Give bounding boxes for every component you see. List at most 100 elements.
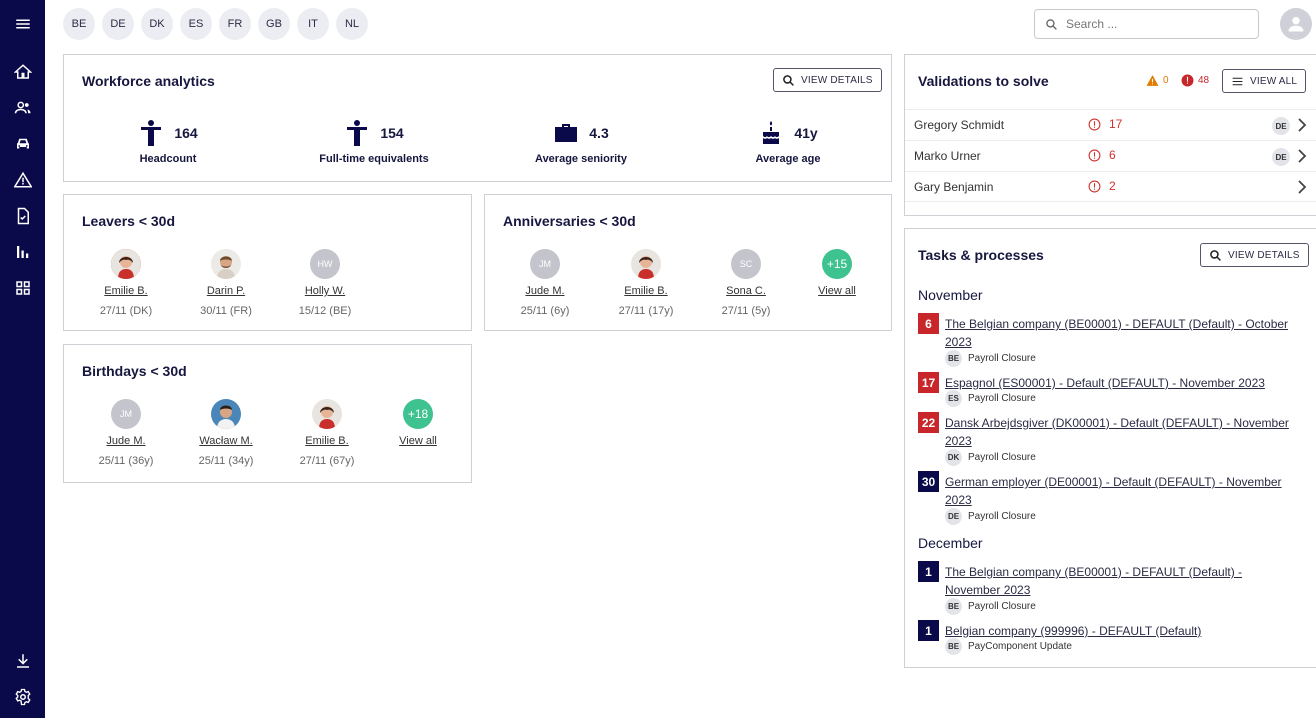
list-icon bbox=[1232, 77, 1243, 85]
briefcase-icon bbox=[555, 124, 578, 142]
leaver-person: HW Holly W. 15/12 (BE) bbox=[275, 249, 375, 317]
task-title-link[interactable]: German employer (DE00001) - Default (DEF… bbox=[945, 475, 1282, 507]
error-indicator: 2 bbox=[1088, 179, 1116, 193]
validation-row[interactable]: Gregory Schmidt 17 DE bbox=[905, 109, 1316, 140]
workforce-view-details-button[interactable]: VIEW DETAILS bbox=[773, 68, 882, 92]
month-heading: November bbox=[918, 287, 983, 303]
car-icon[interactable] bbox=[0, 126, 45, 162]
person-name-link[interactable]: Jude M. bbox=[525, 285, 565, 297]
task-title-link[interactable]: Espagnol (ES00001) - Default (DEFAULT) -… bbox=[945, 376, 1265, 390]
country-chip[interactable]: GB bbox=[258, 8, 290, 40]
task-type: Payroll Closure bbox=[968, 353, 1036, 364]
warning-count-value: 0 bbox=[1163, 75, 1169, 86]
download-icon[interactable] bbox=[0, 643, 45, 679]
view-all-link[interactable]: View all bbox=[399, 435, 437, 447]
person-name-link[interactable]: Sona C. bbox=[726, 285, 766, 297]
warning-triangle-icon bbox=[1146, 75, 1159, 86]
tasks-view-details-button[interactable]: VIEW DETAILS bbox=[1200, 243, 1309, 267]
task-day-badge: 6 bbox=[918, 313, 939, 334]
more-count-badge[interactable]: +18 bbox=[403, 399, 433, 429]
validation-row[interactable]: Gary Benjamin 2 bbox=[905, 171, 1316, 202]
view-all-link[interactable]: View all bbox=[818, 285, 856, 297]
country-chip[interactable]: NL bbox=[336, 8, 368, 40]
country-chip[interactable]: BE bbox=[63, 8, 95, 40]
anniversary-person: SC Sona C. 27/11 (5y) bbox=[696, 249, 796, 317]
task-title-link[interactable]: The Belgian company (BE00001) - DEFAULT … bbox=[945, 565, 1243, 597]
task-item: 6 The Belgian company (BE00001) - DEFAUL… bbox=[918, 313, 1308, 367]
metric-value: 154 bbox=[380, 125, 404, 141]
error-count-value: 2 bbox=[1109, 179, 1116, 193]
person-name-link[interactable]: Wacław M. bbox=[199, 435, 253, 447]
task-type: Payroll Closure bbox=[968, 511, 1036, 522]
task-meta: DK Payroll Closure bbox=[945, 449, 1036, 466]
birthdays-title: Birthdays < 30d bbox=[82, 363, 187, 379]
avatar-initials: SC bbox=[731, 249, 761, 279]
person-name-link[interactable]: Emilie B. bbox=[305, 435, 349, 447]
settings-gear-icon[interactable] bbox=[0, 679, 45, 715]
task-title-link[interactable]: The Belgian company (BE00001) - DEFAULT … bbox=[945, 317, 1289, 349]
avatar bbox=[211, 249, 241, 279]
task-title-link[interactable]: Dansk Arbejdsgiver (DK00001) - Default (… bbox=[945, 416, 1289, 448]
task-title-link[interactable]: Belgian company (999996) - DEFAULT (Defa… bbox=[945, 624, 1202, 638]
avatar bbox=[312, 399, 342, 429]
person-name-link[interactable]: Jude M. bbox=[106, 435, 146, 447]
employee-name: Gary Benjamin bbox=[914, 180, 994, 194]
avatar-initials: HW bbox=[310, 249, 340, 279]
search-icon bbox=[1046, 18, 1057, 30]
task-day-badge: 30 bbox=[918, 471, 939, 492]
dashboard-icon[interactable] bbox=[0, 270, 45, 306]
person-date: 27/11 (17y) bbox=[618, 305, 674, 317]
person-date: 15/12 (BE) bbox=[298, 305, 352, 317]
task-meta: BE PayComponent Update bbox=[945, 638, 1072, 655]
anniversaries-title: Anniversaries < 30d bbox=[503, 213, 636, 229]
error-circle-icon bbox=[1088, 180, 1101, 192]
country-chip[interactable]: IT bbox=[297, 8, 329, 40]
task-item: 1 Belgian company (999996) - DEFAULT (De… bbox=[918, 620, 1308, 656]
validations-title: Validations to solve bbox=[918, 73, 1049, 89]
task-day-badge: 17 bbox=[918, 372, 939, 393]
leavers-title: Leavers < 30d bbox=[82, 213, 176, 229]
search-input[interactable] bbox=[1066, 17, 1246, 31]
people-icon[interactable] bbox=[0, 90, 45, 126]
bar-chart-icon[interactable] bbox=[0, 234, 45, 270]
task-type: Payroll Closure bbox=[968, 601, 1036, 612]
employee-name: Gregory Schmidt bbox=[914, 118, 1005, 132]
person-date: 27/11 (67y) bbox=[299, 455, 355, 467]
person-name-link[interactable]: Emilie B. bbox=[624, 285, 668, 297]
country-chip[interactable]: FR bbox=[219, 8, 251, 40]
metric-label: Average age bbox=[755, 153, 821, 165]
person-icon bbox=[141, 120, 162, 146]
country-badge: DE bbox=[1272, 117, 1290, 135]
user-avatar[interactable] bbox=[1280, 8, 1312, 40]
person-name-link[interactable]: Holly W. bbox=[304, 285, 346, 297]
anniversary-person: JM Jude M. 25/11 (6y) bbox=[495, 249, 595, 317]
person-date: 25/11 (34y) bbox=[198, 455, 254, 467]
avatar bbox=[111, 249, 141, 279]
person-name-link[interactable]: Darin P. bbox=[206, 285, 246, 297]
country-chip[interactable]: DE bbox=[102, 8, 134, 40]
chevron-right-icon bbox=[1298, 180, 1307, 194]
task-meta: BE Payroll Closure bbox=[945, 350, 1036, 367]
validation-row[interactable]: Marko Urner 6 DE bbox=[905, 140, 1316, 171]
error-circle-icon bbox=[1088, 149, 1101, 161]
person-date: 25/11 (6y) bbox=[520, 305, 570, 317]
home-icon[interactable] bbox=[0, 54, 45, 90]
error-count-value: 48 bbox=[1198, 75, 1210, 86]
task-day-badge: 1 bbox=[918, 620, 939, 641]
tasks-card bbox=[904, 228, 1316, 668]
document-check-icon[interactable] bbox=[0, 198, 45, 234]
country-badge: DK bbox=[945, 449, 962, 466]
country-chip[interactable]: ES bbox=[180, 8, 212, 40]
view-all-label: VIEW ALL bbox=[1250, 75, 1298, 87]
view-details-label: VIEW DETAILS bbox=[801, 74, 873, 86]
person-name-link[interactable]: Emilie B. bbox=[104, 285, 148, 297]
more-count-badge[interactable]: +15 bbox=[822, 249, 852, 279]
menu-icon[interactable] bbox=[0, 6, 45, 42]
country-chip[interactable]: DK bbox=[141, 8, 173, 40]
validations-view-all-button[interactable]: VIEW ALL bbox=[1222, 69, 1307, 93]
warning-icon[interactable] bbox=[0, 162, 45, 198]
chevron-right-icon bbox=[1298, 149, 1307, 163]
birthday-person: Emilie B. 27/11 (67y) bbox=[277, 399, 377, 467]
leaver-person: Darin P. 30/11 (FR) bbox=[176, 249, 276, 317]
user-icon bbox=[1288, 16, 1304, 32]
